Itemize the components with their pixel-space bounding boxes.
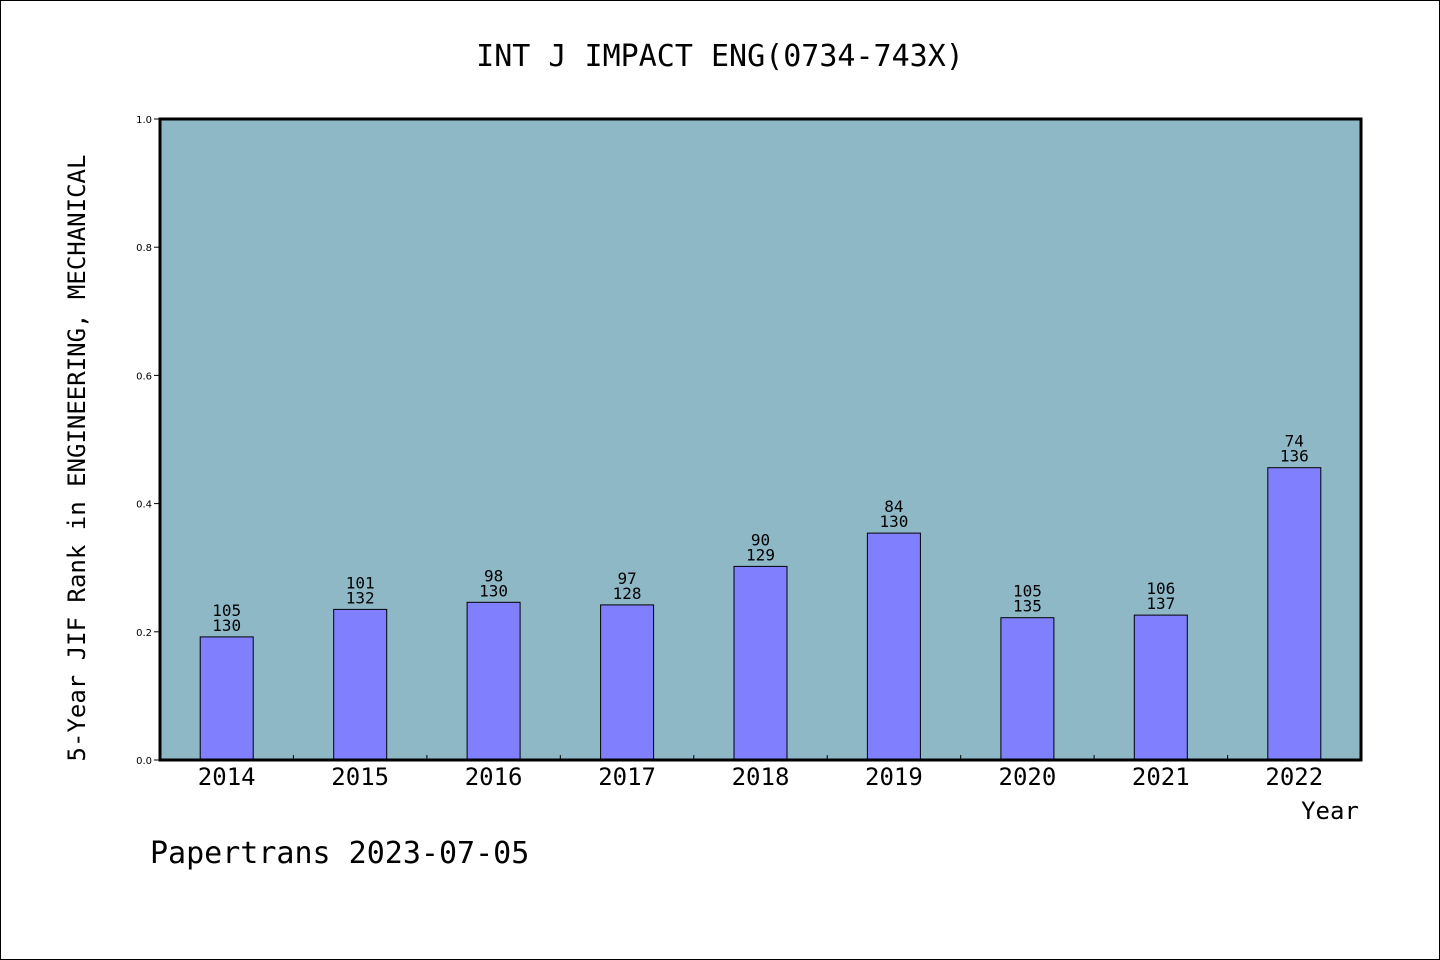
bar-2017 — [600, 604, 655, 761]
x-tick-label-2021: 2021 — [1132, 763, 1190, 791]
data-label-rank-2016: 98 — [484, 566, 503, 585]
data-label-rank-2015: 101 — [346, 573, 375, 592]
y-axis: 0.0 0.2 0.4 0.6 0.8 1.0 — [136, 115, 160, 767]
y-axis-label: 5-Year JIF Rank in ENGINEERING, MECHANIC… — [63, 155, 91, 762]
bar-2019 — [866, 532, 921, 761]
bar-2022 — [1267, 467, 1322, 761]
bar-2020 — [1000, 617, 1055, 761]
y-tick-label: 0.4 — [136, 500, 152, 511]
data-label-total-2017: 128 — [613, 584, 642, 603]
data-label-rank-2018: 90 — [751, 530, 770, 549]
x-tick-label-2015: 2015 — [331, 763, 389, 791]
y-tick-label: 0.6 — [136, 371, 152, 382]
data-label-total-2015: 132 — [346, 588, 375, 607]
bar-2014 — [199, 636, 254, 761]
data-label-total-2018: 129 — [746, 545, 775, 564]
x-axis: 2014 2015 2016 2017 2018 2019 2020 2021 2022 — [198, 755, 1323, 791]
data-label-total-2016: 130 — [479, 581, 508, 600]
data-label-rank-2019: 84 — [884, 497, 903, 516]
data-label-rank-2022: 74 — [1285, 432, 1304, 451]
y-tick-label: 0.2 — [136, 628, 152, 639]
x-tick-label-2017: 2017 — [598, 763, 656, 791]
x-tick-label-2019: 2019 — [865, 763, 923, 791]
data-label-rank-2014: 105 — [212, 601, 241, 620]
x-tick-label-2018: 2018 — [732, 763, 790, 791]
data-label-total-2020: 135 — [1013, 597, 1042, 616]
bars-layer — [199, 467, 1322, 761]
y-tick-label: 0.0 — [136, 756, 152, 767]
data-label-rank-2021: 106 — [1146, 579, 1175, 598]
plot-frame — [158, 117, 1363, 762]
x-axis-label: Year — [1301, 797, 1359, 825]
footer-text: Papertrans 2023-07-05 — [150, 836, 529, 871]
data-label-total-2021: 137 — [1146, 594, 1175, 613]
chart-title: INT J IMPACT ENG(0734-743X) — [476, 39, 964, 74]
data-labels-layer: 1051301011329813097128901298413010513510… — [212, 432, 1309, 635]
x-tick-label-2022: 2022 — [1265, 763, 1323, 791]
bar-2021 — [1133, 614, 1188, 761]
y-tick-label: 1.0 — [136, 115, 152, 126]
bar-2018 — [733, 565, 788, 761]
x-tick-label-2014: 2014 — [198, 763, 256, 791]
bar-2016 — [466, 601, 521, 761]
data-label-total-2022: 136 — [1280, 447, 1309, 466]
data-label-rank-2017: 97 — [617, 569, 636, 588]
data-label-total-2019: 130 — [879, 512, 908, 531]
y-tick-label: 0.8 — [136, 243, 152, 254]
x-tick-label-2016: 2016 — [465, 763, 523, 791]
data-label-total-2014: 130 — [212, 616, 241, 635]
bar-2015 — [333, 608, 388, 761]
data-label-rank-2020: 105 — [1013, 582, 1042, 601]
x-tick-label-2020: 2020 — [999, 763, 1057, 791]
